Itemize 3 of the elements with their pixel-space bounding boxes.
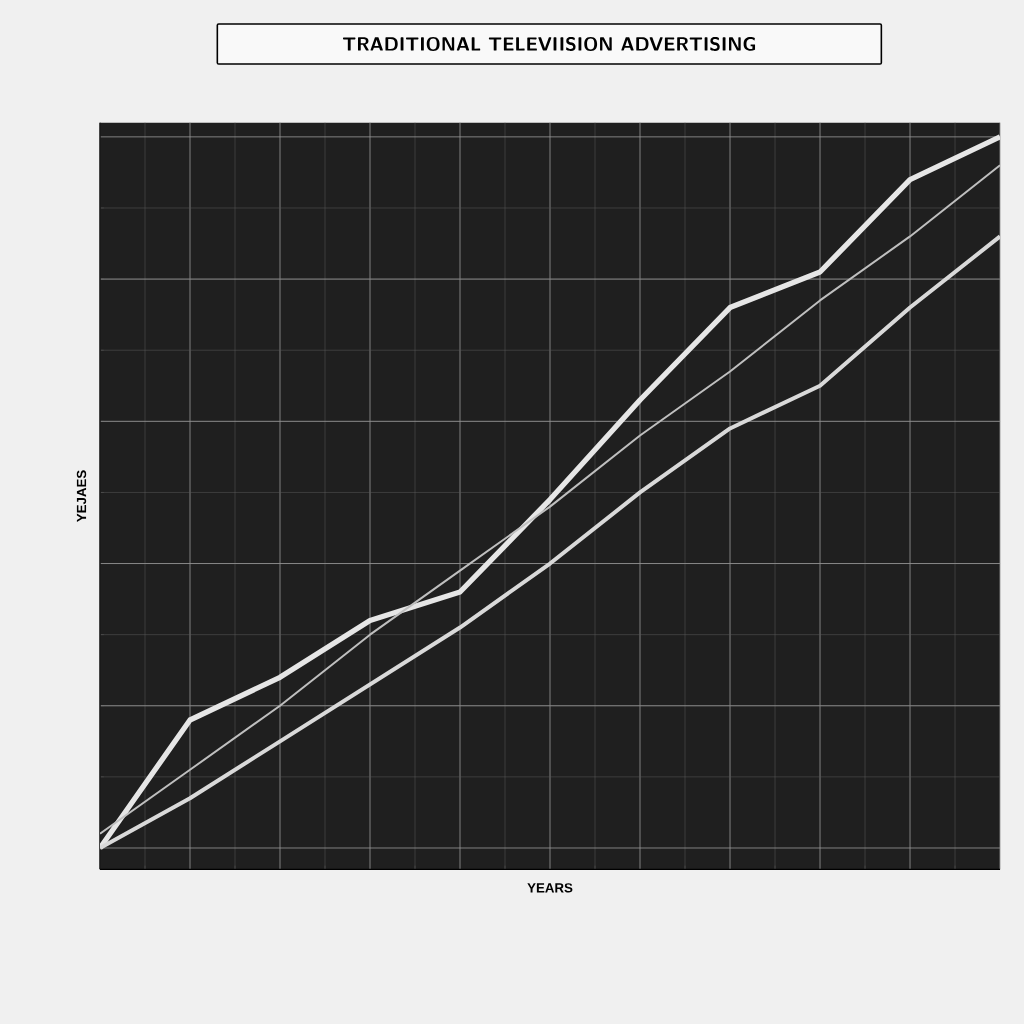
chart-title: TRADITIONAL TELEVIISION ADVERTISING — [343, 36, 756, 52]
y-axis-title: YEJAES — [76, 470, 87, 522]
x-axis-title: YEARS — [527, 883, 573, 893]
